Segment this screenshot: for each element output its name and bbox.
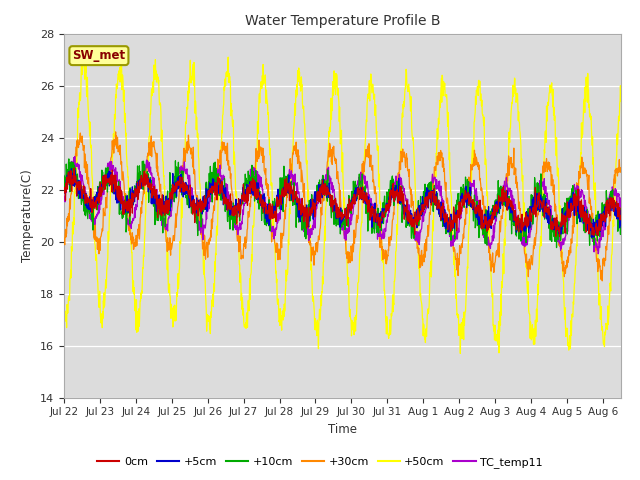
Title: Water Temperature Profile B: Water Temperature Profile B xyxy=(244,14,440,28)
Text: SW_met: SW_met xyxy=(72,49,125,62)
Legend: 0cm, +5cm, +10cm, +30cm, +50cm, TC_temp11: 0cm, +5cm, +10cm, +30cm, +50cm, TC_temp1… xyxy=(93,452,547,472)
X-axis label: Time: Time xyxy=(328,423,357,436)
Y-axis label: Temperature(C): Temperature(C) xyxy=(22,169,35,263)
